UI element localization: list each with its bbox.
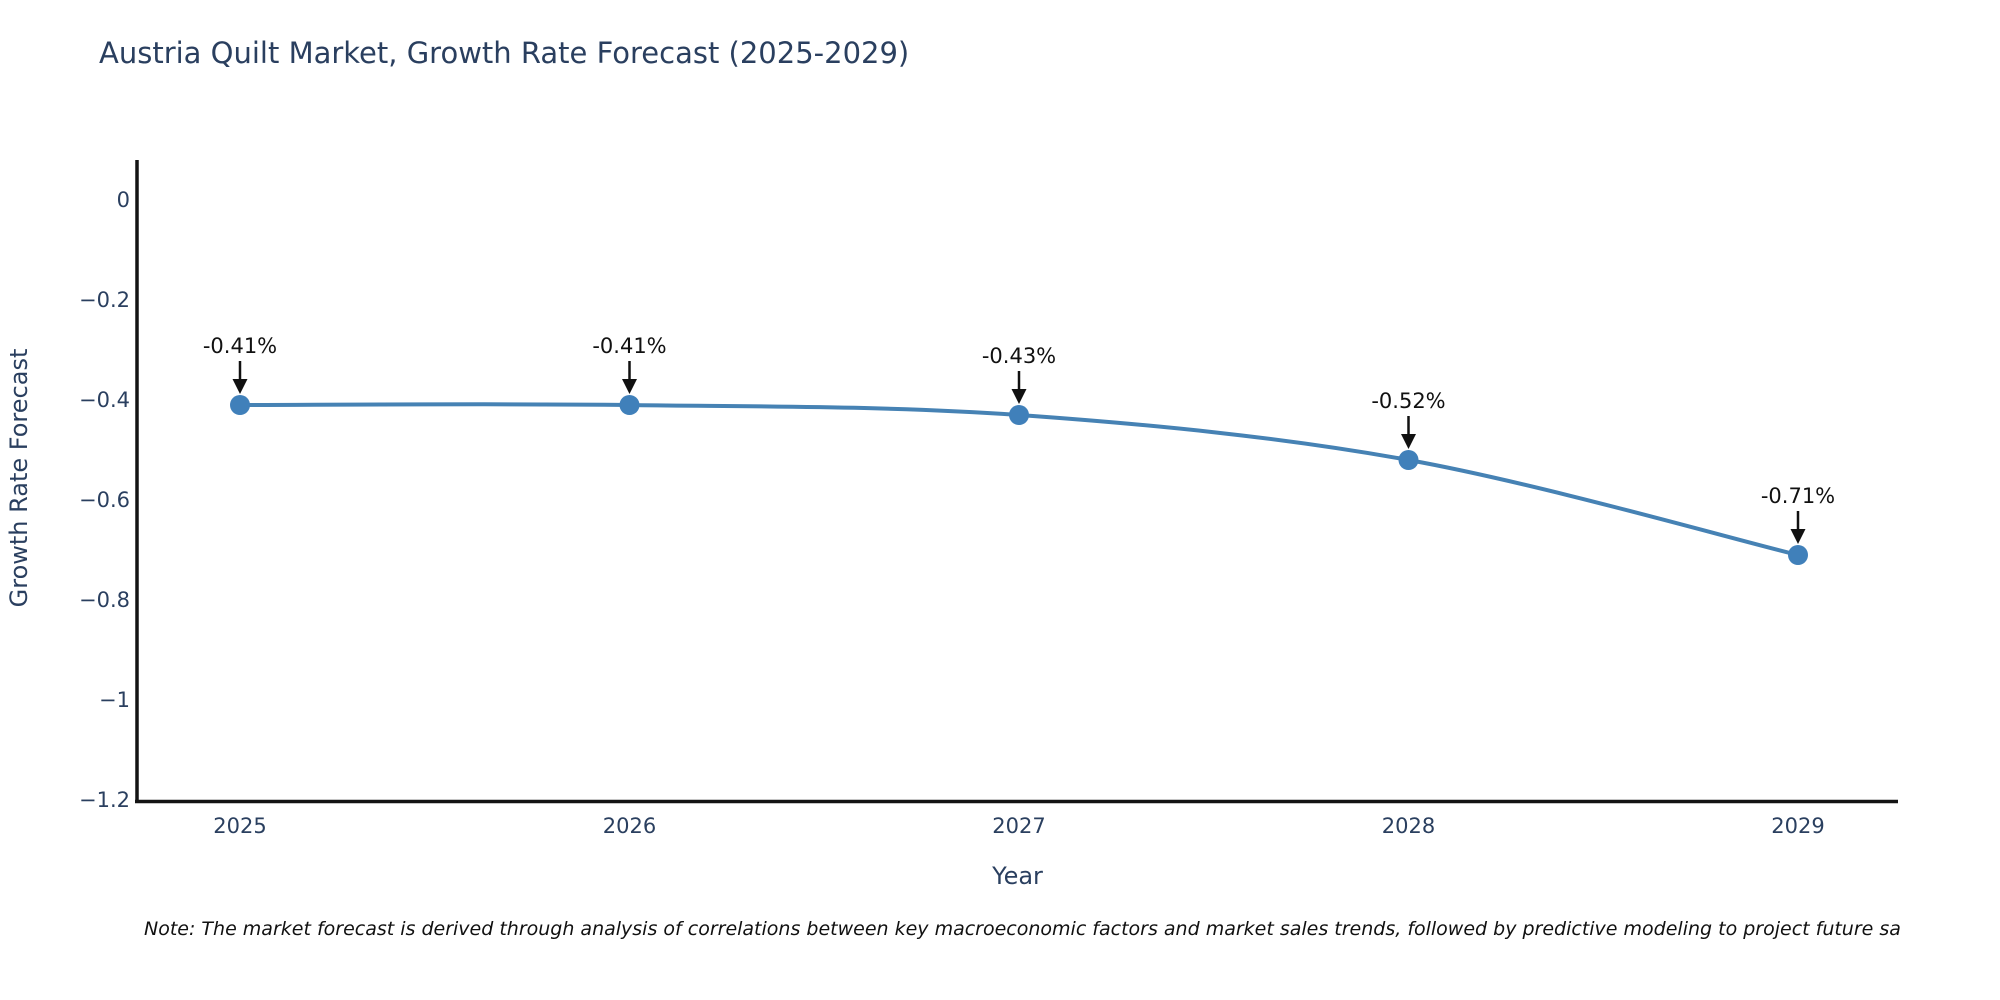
y-tick-label: 0 — [117, 188, 130, 212]
x-tick-label: 2026 — [603, 814, 656, 838]
y-axis-title: Growth Rate Forecast — [5, 349, 33, 608]
annotation-arrowhead — [232, 379, 248, 394]
chart-title: Austria Quilt Market, Growth Rate Foreca… — [99, 36, 910, 70]
series-line — [239, 402, 1799, 557]
x-tick-label: 2025 — [213, 814, 266, 838]
data-point — [1398, 450, 1419, 470]
annotation-arrowhead — [622, 379, 637, 394]
annotation-arrowhead — [1790, 529, 1806, 544]
footnote: Note: The market forecast is derived thr… — [144, 918, 1901, 940]
y-tick-label: −0.2 — [79, 288, 130, 312]
point-annotation-text: -0.43% — [982, 344, 1056, 368]
data-point — [230, 395, 250, 415]
y-tick-label: −1.2 — [79, 788, 130, 812]
point-annotation-text: -0.41% — [592, 334, 666, 358]
point-annotation-text: -0.41% — [203, 334, 277, 358]
x-tick-label: 2028 — [1382, 814, 1435, 838]
annotation-arrowhead — [1011, 389, 1027, 404]
data-point — [619, 395, 640, 415]
x-axis-title: Year — [991, 862, 1043, 890]
y-tick-label: −0.6 — [79, 488, 130, 512]
data-point — [1788, 545, 1808, 565]
x-tick-label: 2027 — [992, 814, 1045, 838]
annotation-arrowhead — [1401, 434, 1416, 449]
point-annotation-text: -0.71% — [1761, 484, 1835, 508]
x-tick-label: 2029 — [1771, 814, 1824, 838]
y-tick-label: −0.8 — [79, 588, 130, 612]
y-tick-label: −1 — [99, 688, 130, 712]
data-point — [1009, 405, 1029, 425]
point-annotation-text: -0.52% — [1371, 389, 1445, 413]
y-tick-label: −0.4 — [79, 388, 130, 412]
